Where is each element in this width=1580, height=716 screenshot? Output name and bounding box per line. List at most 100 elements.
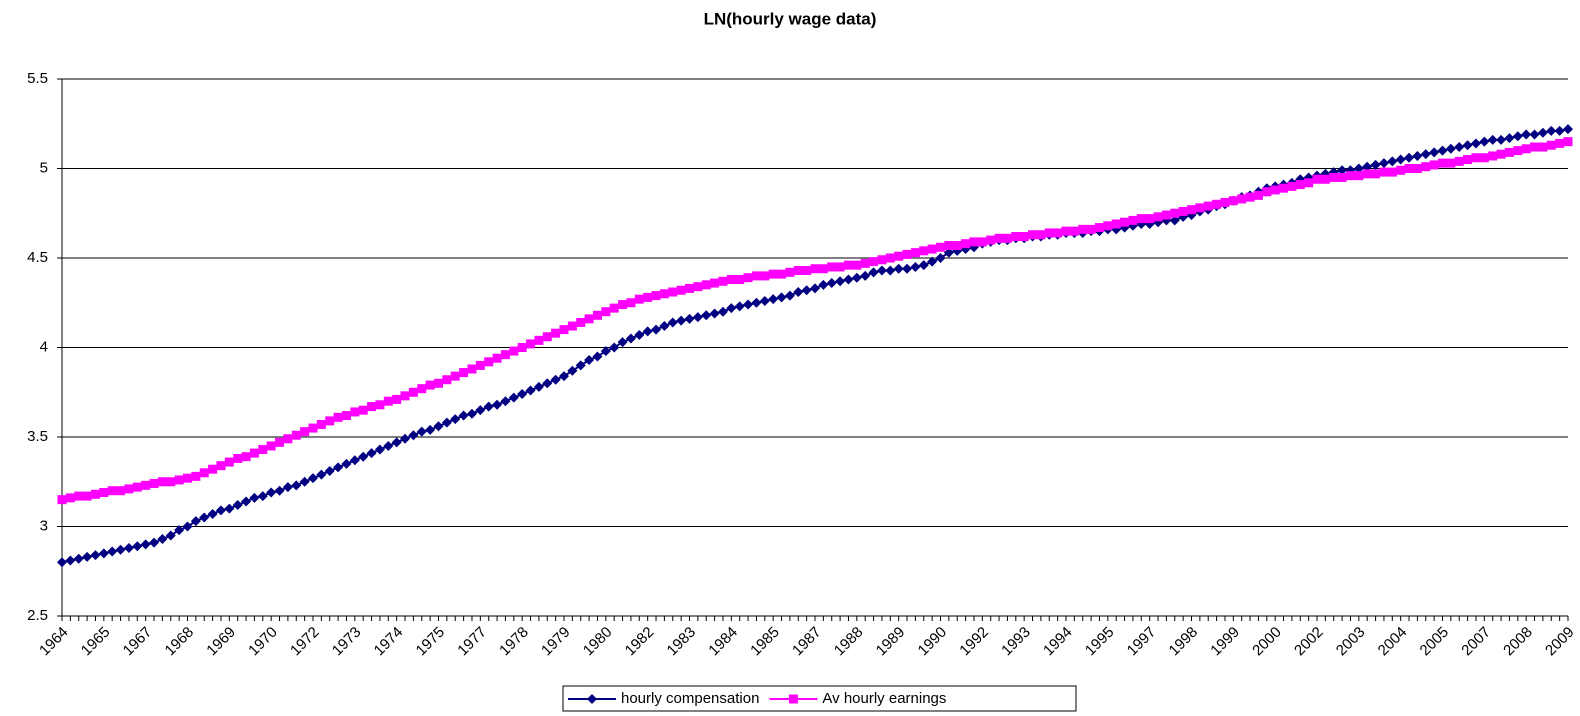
- data-point: [1530, 142, 1540, 152]
- x-tick-label: 1979: [538, 624, 574, 660]
- x-tick-label: 2000: [1249, 624, 1285, 660]
- data-point: [517, 389, 528, 400]
- y-tick-label: 3: [40, 517, 48, 534]
- data-point: [442, 375, 452, 385]
- data-point: [65, 555, 76, 566]
- data-point: [600, 346, 611, 357]
- data-point: [876, 265, 887, 276]
- data-point: [1078, 224, 1088, 234]
- data-point: [701, 280, 711, 290]
- data-point: [1002, 233, 1012, 243]
- y-tick-label: 5: [40, 159, 48, 176]
- data-point: [860, 270, 871, 281]
- data-point: [651, 324, 662, 335]
- data-point: [1312, 174, 1322, 184]
- data-point: [82, 491, 92, 501]
- data-point: [542, 332, 552, 342]
- data-point: [258, 445, 268, 455]
- data-point: [509, 346, 519, 356]
- data-point: [249, 448, 259, 458]
- x-tick-label: 1984: [705, 624, 741, 660]
- data-point: [1513, 146, 1523, 156]
- data-point: [157, 534, 168, 545]
- data-point: [107, 486, 117, 496]
- data-point: [1454, 156, 1464, 166]
- x-tick-label: 2009: [1542, 624, 1578, 660]
- y-tick-label: 3.5: [27, 428, 48, 445]
- data-point: [868, 267, 879, 278]
- data-point: [140, 539, 151, 550]
- data-point: [274, 485, 285, 496]
- data-point: [575, 360, 586, 371]
- x-tick-label: 1990: [915, 624, 951, 660]
- data-point: [1187, 205, 1196, 215]
- data-point: [191, 471, 201, 481]
- data-point: [994, 233, 1004, 243]
- data-point: [316, 469, 327, 480]
- data-point: [224, 457, 234, 467]
- data-point: [207, 508, 218, 519]
- data-point: [157, 477, 167, 487]
- data-point: [743, 273, 753, 283]
- data-point: [1028, 230, 1038, 240]
- data-point: [977, 237, 987, 247]
- data-point: [685, 283, 694, 293]
- data-point: [902, 263, 913, 274]
- data-point: [643, 292, 653, 302]
- data-point: [1170, 208, 1180, 218]
- data-point: [190, 516, 201, 527]
- legend-label: hourly compensation: [621, 690, 759, 707]
- data-point: [57, 495, 67, 505]
- data-point: [90, 550, 101, 561]
- x-tick-label: 1969: [203, 624, 239, 660]
- data-point: [1145, 214, 1155, 224]
- data-point: [943, 247, 954, 258]
- data-point: [1554, 125, 1565, 136]
- data-point: [141, 480, 151, 490]
- data-point: [634, 329, 645, 340]
- x-tick-label: 1973: [329, 624, 365, 660]
- data-point: [1279, 183, 1289, 193]
- x-tick-label: 1985: [747, 624, 783, 660]
- data-point: [475, 360, 485, 370]
- data-point: [843, 274, 854, 285]
- data-point: [1546, 125, 1557, 136]
- data-point: [760, 271, 770, 281]
- data-point: [149, 537, 160, 548]
- data-point: [1521, 144, 1531, 154]
- data-point: [1128, 215, 1138, 225]
- data-point: [835, 262, 845, 272]
- data-point: [441, 417, 452, 428]
- x-tick-label: 1992: [956, 624, 992, 660]
- data-point: [333, 462, 344, 473]
- data-point: [785, 267, 795, 277]
- data-point: [1563, 137, 1573, 147]
- data-point: [1253, 190, 1263, 200]
- data-point: [199, 512, 210, 523]
- data-point: [1237, 194, 1247, 204]
- data-point: [358, 451, 369, 462]
- data-point: [810, 264, 820, 274]
- data-point: [927, 244, 937, 254]
- data-point: [350, 407, 360, 417]
- data-point: [324, 466, 335, 477]
- data-point: [927, 256, 938, 267]
- data-point: [885, 253, 895, 263]
- data-point: [768, 269, 778, 279]
- data-point: [551, 328, 561, 338]
- data-point: [676, 285, 686, 295]
- data-point: [542, 378, 553, 389]
- data-point: [576, 317, 586, 327]
- data-point: [400, 433, 411, 444]
- data-point: [275, 437, 285, 447]
- data-point: [1220, 198, 1230, 208]
- data-point: [525, 385, 536, 396]
- data-point: [1487, 134, 1498, 145]
- data-point: [1203, 201, 1213, 211]
- data-point: [584, 355, 595, 366]
- data-point: [1488, 151, 1498, 161]
- data-point: [1036, 230, 1046, 240]
- data-point: [1438, 158, 1447, 168]
- legend-label: Av hourly earnings: [822, 690, 946, 707]
- data-point: [1353, 163, 1364, 174]
